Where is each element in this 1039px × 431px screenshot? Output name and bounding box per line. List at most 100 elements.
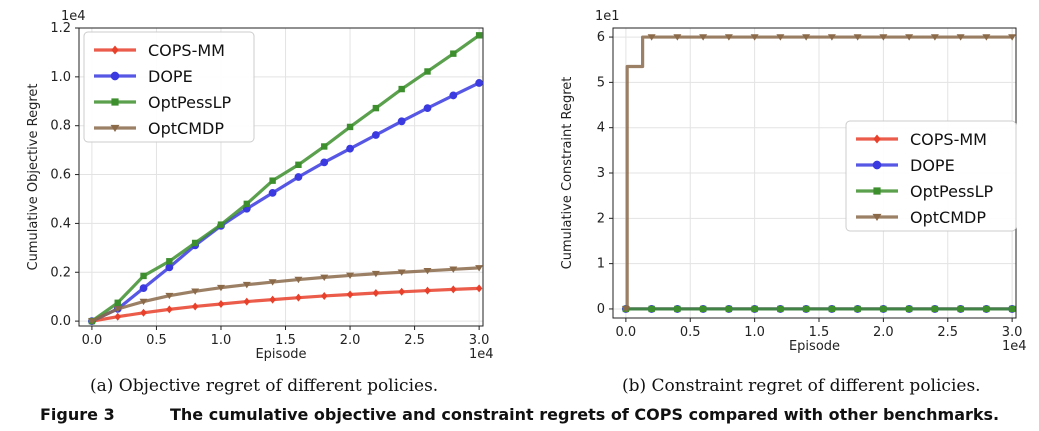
p1-series-optpesslp-point-15 [1008, 305, 1016, 313]
p0-series-cops-mm-point-4 [191, 302, 199, 311]
p1-series-optcmdp-point-11 [905, 34, 914, 41]
p0-series-dope-point-7 [268, 188, 277, 197]
objective-regret-chart: 0.0 0.5 1.0 1.5 2.0 2.5 3.0 0.0 0.2 0.4 0.6 0.8 1.0 1… [26, 9, 494, 362]
p0-x-multiplier: 1e4 [469, 347, 494, 362]
p0-series-dope-point-8 [294, 173, 303, 181]
p1-series-optpesslp-point-14 [983, 305, 990, 313]
p0-series-dope-point-3 [165, 263, 174, 272]
p1-legend-marker-dope [872, 160, 882, 170]
p0-series-dope-point-14 [449, 91, 458, 100]
p1-series-optcmdp-point-15 [1008, 34, 1017, 41]
p0-series-optpesslp-point-11 [372, 104, 380, 112]
p1-legend-box [845, 120, 1017, 232]
p1-y-tick-label-0: 0 [597, 302, 605, 317]
p1-series-optpesslp-point-1 [648, 305, 655, 313]
p0-series-optcmdp-point-0 [87, 318, 96, 325]
p0-series-optpesslp-point-8 [295, 161, 302, 168]
p0-x-tick-label-4: 2.0 [340, 333, 361, 348]
p0-y-tick-label-1: 0.2 [50, 265, 71, 280]
figure-label: Figure 3 [40, 405, 115, 424]
p0-series-optpesslp-point-9 [321, 143, 328, 150]
p0-series-optcmdp-point-14 [449, 266, 458, 273]
p1-series-optpesslp-point-8 [828, 305, 836, 313]
p0-series-optcmdp-point-13 [423, 267, 432, 275]
p1-y-tick-label-3: 3 [597, 166, 605, 181]
p1-legend-label-dope: DOPE [910, 156, 955, 175]
p0-series-optcmdp-point-6 [242, 281, 251, 289]
p0-legend-label-optcmdp: OptCMDP [148, 119, 224, 138]
p1-series-optpesslp-point-3 [699, 305, 707, 313]
p1-series-optcmdp-point-10 [879, 34, 888, 41]
p0-series-cops-mm-point-12 [398, 287, 405, 296]
p0-series-optcmdp-point-9 [320, 274, 329, 281]
p1-series-optpesslp-point-4 [725, 305, 733, 313]
p1-x-tick-label-5: 2.5 [937, 325, 958, 340]
p1-series-optcmdp-point-4 [724, 34, 733, 41]
p1-series-optcmdp-point-9 [853, 34, 862, 41]
p0-series-dope-point-9 [320, 158, 329, 167]
p0-series-optpesslp-point-6 [243, 200, 250, 208]
p0-series-dope-point-13 [423, 104, 432, 113]
p0-series-optcmdp-point-11 [371, 270, 380, 278]
p0-series-cops-mm-point-6 [243, 297, 250, 306]
p0-series-optcmdp-point-3 [165, 292, 174, 300]
p1-series-optcmdp-point-7 [802, 34, 811, 41]
p0-legend-marker-cops-mm [111, 45, 119, 55]
p0-series-cops-mm-point-15 [475, 284, 483, 293]
p0-series-cops-mm [88, 284, 483, 326]
p1-series-optcmdp-point-1 [647, 34, 656, 41]
p0-series-dope-point-15 [475, 79, 484, 87]
p0-legend-marker-optcmdp [110, 124, 120, 133]
p0-series-optpesslp-point-13 [424, 68, 431, 75]
p1-series-optpesslp-point-13 [957, 305, 964, 313]
p1-series-optcmdp-point-13 [956, 34, 965, 41]
p0-series-dope-point-2 [139, 284, 148, 293]
subcaption-a: (a) Objective regret of different polici… [90, 376, 439, 396]
p1-series-optpesslp-point-7 [802, 305, 810, 313]
p1-x-tick-label-1: 0.5 [680, 325, 701, 340]
p1-series-optpesslp-point-6 [777, 305, 784, 313]
p0-series-optcmdp-point-8 [294, 276, 303, 284]
p1-x-tick-label-0: 0.0 [616, 325, 637, 340]
p0-series-cops-mm-point-8 [295, 293, 302, 302]
p1-series-optpesslp-point-11 [905, 305, 913, 313]
p0-series-optpesslp-point-15 [475, 32, 483, 39]
p0-series-optcmdp-point-15 [475, 265, 484, 272]
p0-series-cops-mm-point-9 [321, 291, 328, 300]
p0-series-dope-line [91, 81, 480, 323]
p1-x-tick-label-2: 1.0 [744, 325, 765, 340]
p0-series-optpesslp-point-12 [398, 85, 405, 93]
p0-y-multiplier: 1e4 [61, 9, 86, 24]
p0-legend-label-optpesslp: OptPessLP [148, 93, 232, 112]
p1-x-tick-label-3: 1.5 [809, 325, 830, 340]
p0-series-cops-mm-point-13 [424, 286, 431, 295]
p1-series-optcmdp-point-12 [930, 34, 939, 41]
p0-legend-marker-optpesslp [111, 98, 119, 106]
p1-series-optpesslp-point-5 [751, 305, 758, 313]
p1-legend-label-optpesslp: OptPessLP [910, 182, 994, 201]
p0-series-cops-mm-point-5 [217, 300, 225, 309]
p0-series-dope-point-11 [371, 131, 380, 139]
p1-series-optpesslp-point-12 [931, 305, 939, 313]
p1-y-tick-label-1: 1 [597, 257, 605, 272]
p0-series-optpesslp-point-2 [140, 272, 147, 280]
p0-series-cops-mm-line [91, 286, 480, 323]
p1-x-multiplier: 1e4 [1002, 339, 1027, 354]
p0-x-axis-label: Episode [255, 347, 306, 362]
p1-series-optcmdp-point-5 [750, 34, 759, 41]
p1-series-optpesslp-point-10 [880, 305, 887, 313]
p1-legend-label-optcmdp: OptCMDP [910, 208, 986, 227]
p0-series-optpesslp-point-1 [114, 299, 121, 306]
p1-y-multiplier: 1e1 [595, 9, 620, 24]
p0-series-cops-mm-point-7 [269, 295, 276, 304]
p0-series-optpesslp-point-3 [166, 258, 173, 265]
p0-x-tick-label-5: 2.5 [404, 333, 425, 348]
p0-series-optpesslp-point-10 [346, 123, 354, 131]
p0-series-optcmdp-point-4 [191, 288, 200, 295]
p0-legend-marker-dope [110, 71, 120, 81]
p0-series-optpesslp-point-5 [217, 221, 225, 228]
p0-legend-label-dope: DOPE [148, 67, 193, 86]
p0-y-tick-label-2: 0.4 [50, 216, 71, 231]
p0-x-tick-label-0: 0.0 [82, 333, 103, 348]
p0-series-cops-mm-point-11 [372, 289, 380, 298]
